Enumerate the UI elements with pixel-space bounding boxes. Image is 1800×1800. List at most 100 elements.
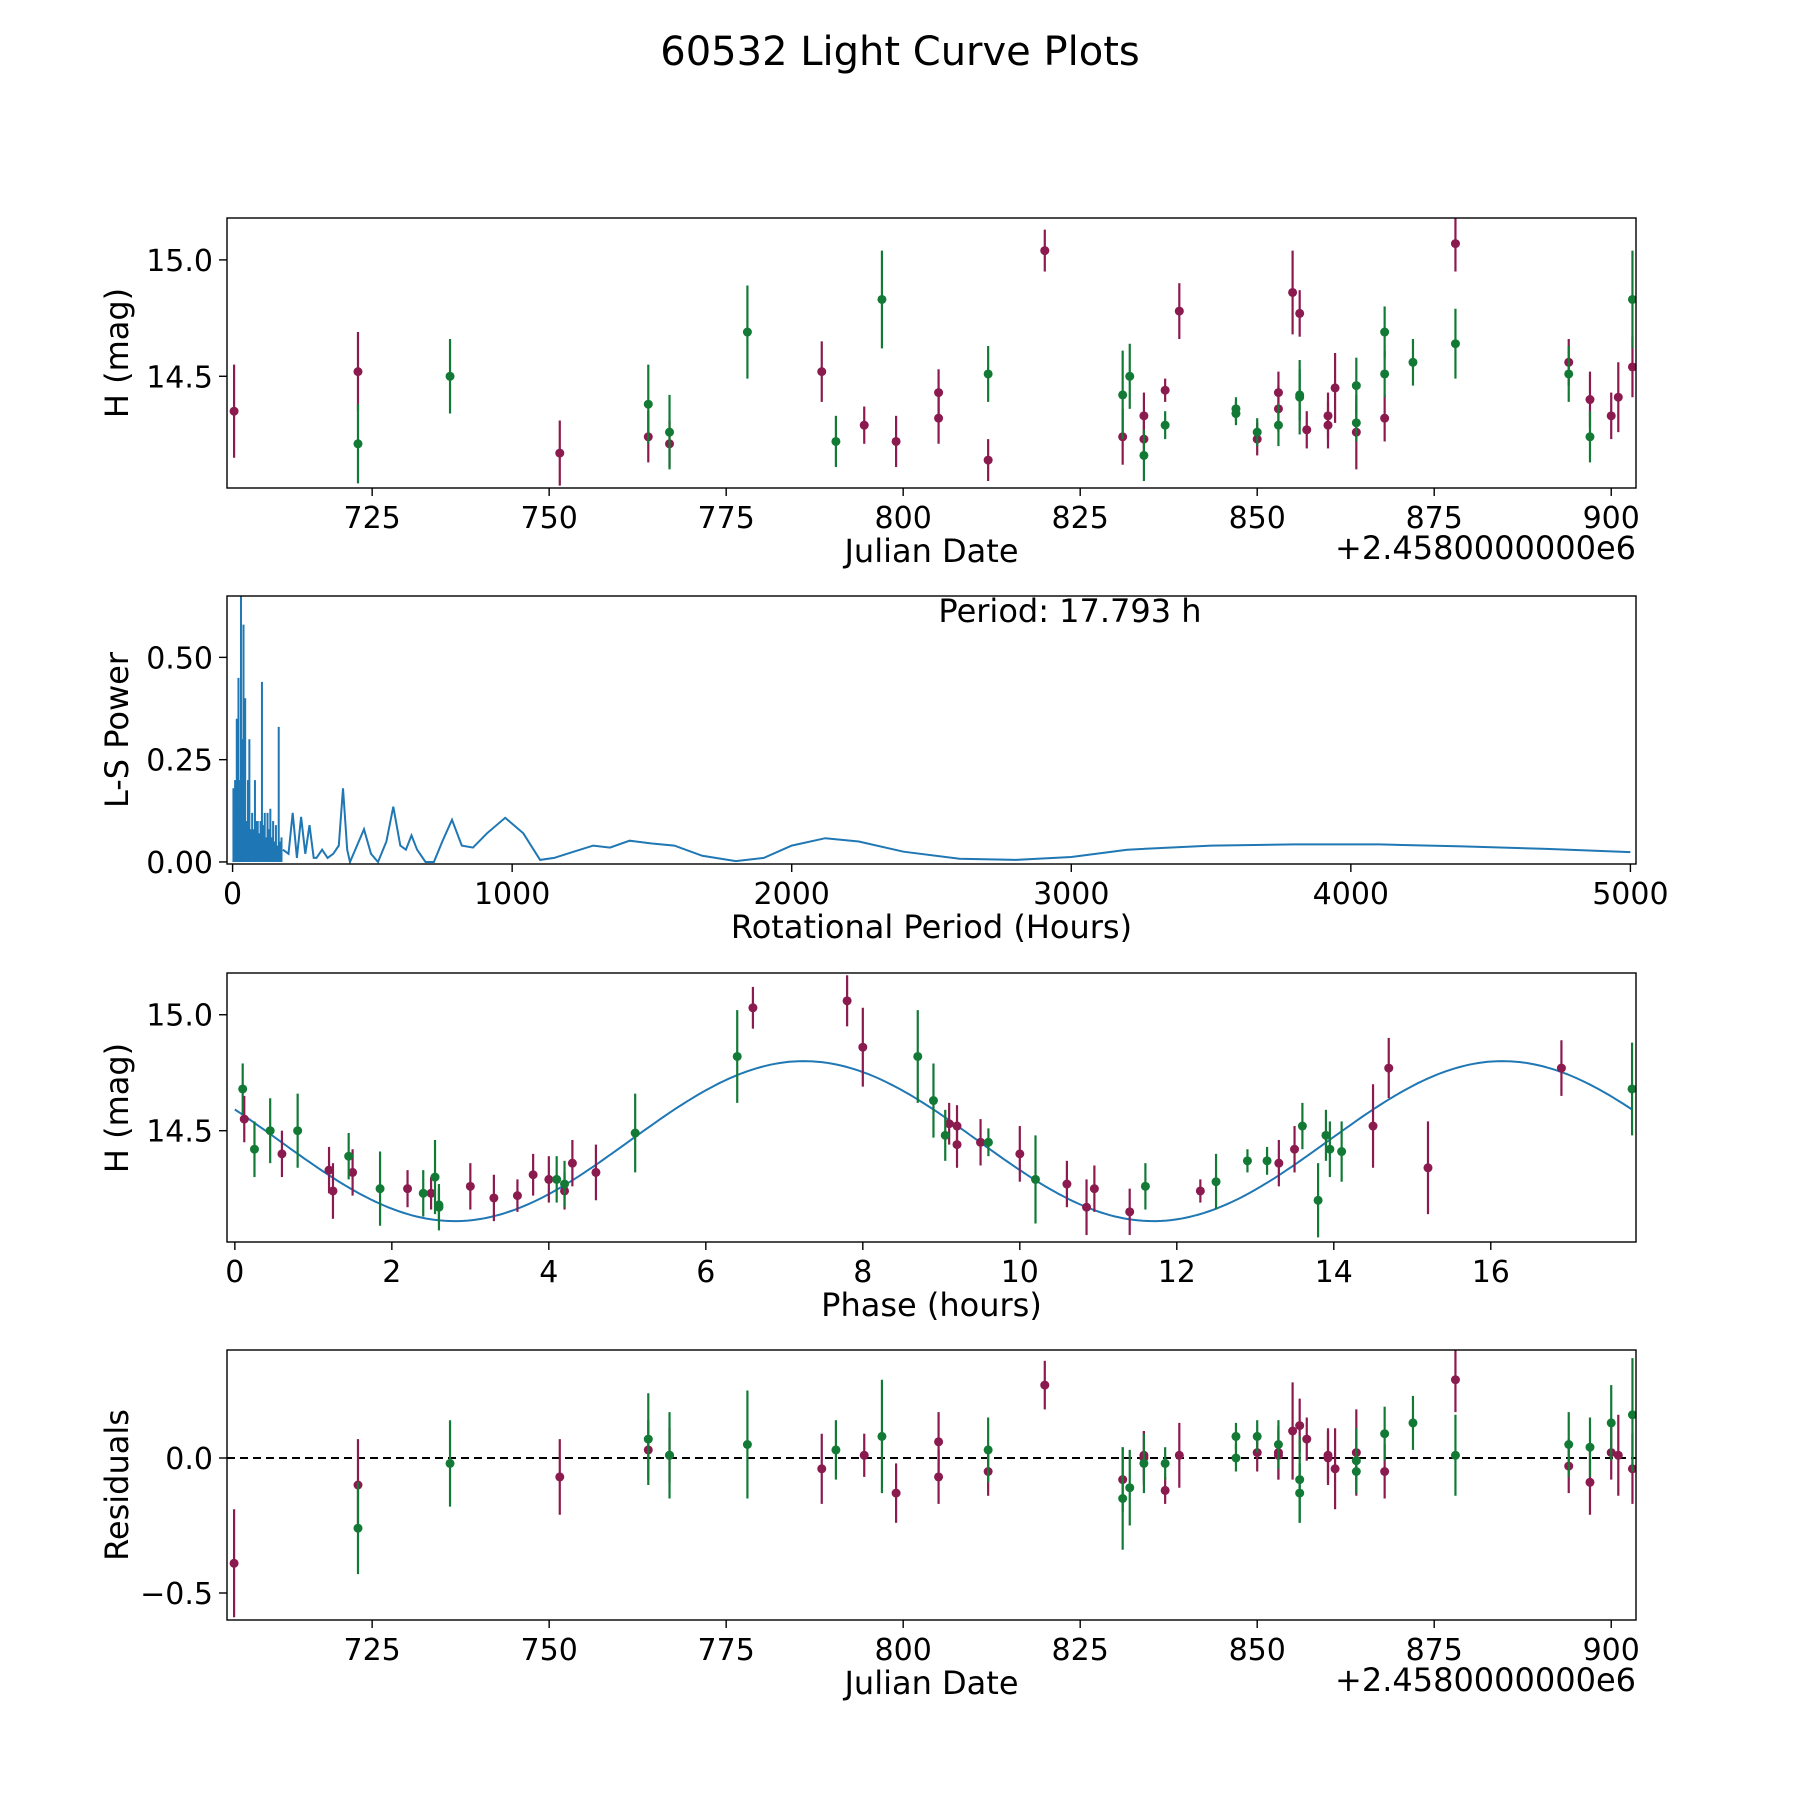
data-point — [1273, 388, 1283, 398]
data-point — [1252, 427, 1262, 437]
data-point — [1231, 1431, 1241, 1441]
data-point — [249, 1144, 259, 1154]
data-point — [560, 1179, 570, 1189]
residuals-xtick-label: 800 — [875, 1633, 932, 1668]
data-point — [403, 1184, 413, 1194]
periodogram-ytick-label: 0.00 — [146, 846, 213, 881]
data-point — [418, 1188, 428, 1198]
phase-ylabel: H (mag) — [98, 1043, 136, 1173]
data-point — [934, 413, 944, 423]
phase-plot-ytick-label: 15.0 — [146, 999, 213, 1034]
data-point — [859, 420, 869, 430]
data-point — [1295, 308, 1305, 318]
phase-marks — [234, 975, 1636, 1238]
data-point — [1273, 420, 1283, 430]
periodogram-ytick-label: 0.25 — [146, 744, 213, 779]
data-point — [1368, 1121, 1378, 1131]
data-point — [1295, 1421, 1305, 1431]
data-point — [1160, 1458, 1170, 1468]
data-point — [1321, 1130, 1331, 1140]
data-point — [1450, 339, 1460, 349]
data-point — [1290, 1144, 1300, 1154]
residuals-ytick-label: 0.0 — [165, 1442, 213, 1477]
data-point — [817, 1464, 827, 1474]
data-point — [1380, 413, 1390, 423]
data-point — [1613, 392, 1623, 402]
data-point — [934, 1472, 944, 1482]
light-curve-xtick-label: 850 — [1229, 501, 1286, 536]
data-point — [1585, 1442, 1595, 1452]
data-point — [265, 1126, 275, 1136]
data-point — [1380, 1467, 1390, 1476]
data-point — [1174, 306, 1184, 316]
data-point — [1295, 1475, 1305, 1485]
data-point — [1450, 1450, 1460, 1460]
data-point — [1273, 1440, 1283, 1449]
data-point — [426, 1188, 436, 1198]
periodogram-axes: 0 1000 2000 3000 4000 5000 0.00 0.25 0.50 — [146, 641, 1668, 912]
data-point — [277, 1149, 287, 1159]
data-point — [742, 327, 752, 337]
residuals-xlabel: Julian Date — [842, 1664, 1018, 1702]
data-point — [1313, 1195, 1323, 1205]
data-point — [445, 1458, 455, 1468]
data-point — [1015, 1149, 1025, 1159]
phase-axes: 0 2 4 6 8 10 12 14 16 14.5 15.0 — [146, 999, 1510, 1290]
light-curve-xtick-label: 750 — [521, 501, 578, 536]
light-curve-axes: 725 750 775 800 825 850 875 900 14.5 15.0 — [146, 244, 1640, 536]
data-point — [983, 1445, 993, 1455]
data-point — [1351, 381, 1361, 391]
phase-plot-xtick-label: 16 — [1472, 1255, 1510, 1290]
data-point — [328, 1186, 338, 1196]
data-point — [1351, 1456, 1361, 1466]
data-point — [1174, 1450, 1184, 1460]
residuals-plot-area — [227, 1350, 1636, 1618]
periodogram-xtick-label: 3000 — [1033, 877, 1109, 912]
residuals-panel: 725 750 775 800 825 850 875 900 −0.5 0.0 Julian D… — [98, 1349, 1640, 1702]
data-point — [1040, 246, 1050, 256]
data-point — [1325, 1144, 1335, 1154]
phase-plot-xtick-label: 12 — [1158, 1255, 1196, 1290]
data-point — [1380, 369, 1390, 379]
data-point — [1323, 1453, 1333, 1463]
data-point — [1585, 395, 1595, 405]
residuals-xtick-label: 900 — [1583, 1633, 1640, 1668]
periodogram-xtick-label: 0 — [223, 877, 242, 912]
data-point — [877, 294, 887, 304]
data-point — [1118, 1494, 1128, 1503]
data-point — [1337, 1147, 1347, 1157]
data-point — [1380, 1429, 1390, 1439]
data-point — [1231, 1453, 1241, 1463]
periodogram-xtick-label: 1000 — [474, 877, 550, 912]
data-point — [1262, 1156, 1272, 1166]
data-point — [1125, 1207, 1135, 1217]
data-point — [434, 1200, 444, 1210]
light-curve-panel: 725 750 775 800 825 850 875 900 14.5 15.0 Julian … — [98, 217, 1640, 570]
data-point — [1118, 390, 1128, 400]
data-point — [293, 1126, 303, 1136]
light-curve-xtick-label: 875 — [1406, 501, 1463, 536]
data-point — [324, 1165, 334, 1175]
data-point — [528, 1170, 538, 1180]
light-curve-xtick-label: 800 — [875, 501, 932, 536]
periodogram-plot-area — [232, 596, 1631, 864]
phase-plot-xtick-label: 14 — [1315, 1255, 1353, 1290]
data-point — [430, 1172, 440, 1182]
data-point — [1139, 411, 1149, 421]
data-point — [934, 388, 944, 398]
figure-title: 60532 Light Curve Plots — [660, 29, 1139, 75]
data-point — [1408, 357, 1418, 367]
data-point — [842, 996, 852, 1006]
data-point — [1627, 294, 1636, 304]
data-point — [1252, 1431, 1262, 1441]
data-point — [1040, 1380, 1050, 1390]
data-point — [940, 1130, 950, 1140]
periodogram-frame — [226, 595, 1637, 865]
data-point — [665, 427, 675, 437]
residuals-xtick-label: 775 — [698, 1633, 755, 1668]
periodogram-ytick-label: 0.50 — [146, 641, 213, 676]
data-point — [1302, 425, 1312, 435]
data-point — [1195, 1186, 1205, 1196]
data-point — [858, 1042, 868, 1052]
